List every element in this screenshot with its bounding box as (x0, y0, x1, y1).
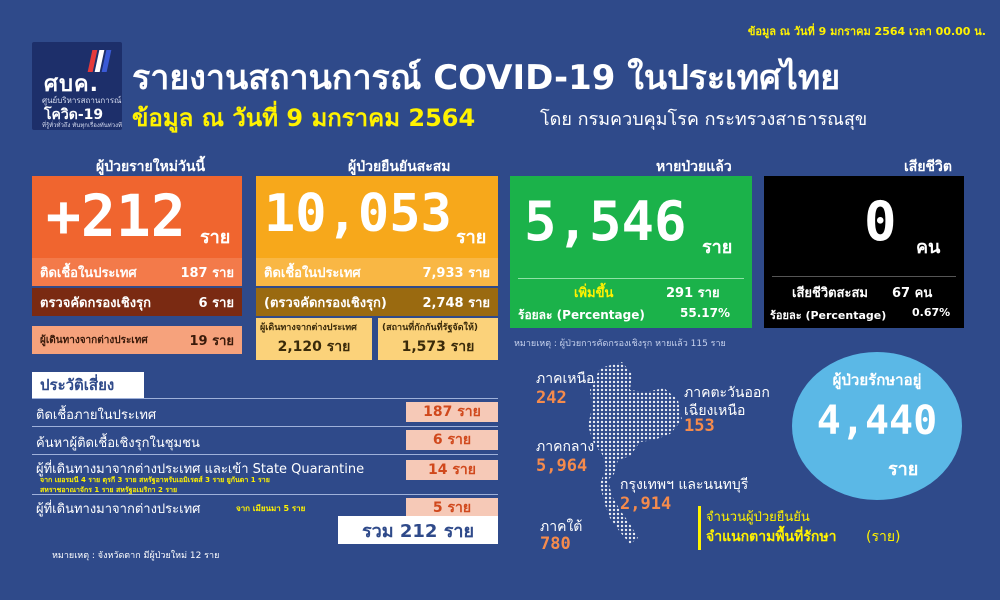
recovered-pct-label: ร้อยละ (Percentage) (518, 308, 645, 322)
risk-item-value: 6 ราย (406, 430, 498, 450)
recovered-increase-label: เพิ่มขึ้น (574, 286, 614, 301)
logo-tagline: ที่รู้ทั่วทั่วถึง ทันทุกเรื่องทันท่วงที (42, 122, 123, 129)
page-title: รายงานสถานการณ์ COVID-19 ในประเทศไทย (132, 58, 841, 98)
new-cases-row-value: 19 ราย (189, 333, 234, 349)
deaths-pct-label: ร้อยละ (Percentage) (770, 309, 887, 322)
recovered-unit: ราย (702, 237, 733, 258)
new-cases-row-value: 187 ราย (180, 265, 234, 281)
deaths-cum-label: เสียชีวิตสะสม (792, 286, 868, 301)
risk-total: รวม 212 ราย (338, 516, 498, 544)
cumulative-caption: ผู้ป่วยยืนยันสะสม (348, 159, 451, 175)
legend-bar (698, 506, 701, 550)
new-cases-caption: ผู้ป่วยรายใหม่วันนี้ (96, 159, 206, 175)
region-north-value: 242 (536, 388, 567, 408)
risk-divider (32, 426, 498, 427)
new-cases-row-active: ตรวจคัดกรองเชิงรุก 6 ราย (32, 288, 242, 316)
thailand-map-icon (588, 362, 682, 544)
cumulative-row-value: 7,933 ราย (422, 265, 490, 281)
deaths-value: 0 (864, 190, 897, 253)
recovered-pct-value: 55.17% (680, 306, 730, 320)
region-central-label: ภาคกลาง (536, 439, 595, 455)
region-northeast-label: เฉียงเหนือ (684, 403, 746, 419)
ccsa-logo: ศบค. ศูนย์บริหารสถานการณ์ โควิด-19 ที่รู… (32, 42, 122, 130)
hospital-unit: ราย (888, 459, 919, 480)
cumulative-sub-quarantine: (สถานที่กักกันที่รัฐจัดให้) 1,573 ราย (378, 318, 498, 360)
recovered-divider (518, 278, 744, 279)
cumulative-row-label: (ตรวจคัดกรองเชิงรุก) (264, 295, 387, 311)
risk-title: ประวัติเสี่ยง (32, 372, 144, 398)
cumulative-row-active: (ตรวจคัดกรองเชิงรุก) 2,748 ราย (256, 288, 498, 316)
risk-item-value: 14 ราย (406, 460, 498, 480)
new-cases-unit: ราย (200, 227, 231, 248)
new-cases-row-value: 6 ราย (198, 295, 234, 311)
risk-item-label: ค้นหาผู้ติดเชื้อเชิงรุกในชุมชน (36, 436, 200, 451)
cumulative-sub-label: (สถานที่กักกันที่รัฐจัดให้) (382, 323, 478, 333)
region-central-value: 5,964 (536, 456, 588, 476)
deaths-caption: เสียชีวิต (904, 159, 952, 175)
new-cases-row-domestic: ติดเชื้อในประเทศ 187 ราย (32, 258, 242, 286)
recovered-increase-value: 291 ราย (666, 286, 720, 301)
deaths-pct-value: 0.67% (912, 306, 951, 319)
new-cases-value: +212 (46, 182, 186, 250)
risk-item-label: ผู้ที่เดินทางมาจากต่างประเทศ (36, 502, 201, 517)
cumulative-sub-value: 1,573 ราย (401, 339, 475, 355)
logo-sub: ศูนย์บริหารสถานการณ์ (42, 96, 122, 105)
risk-divider (32, 494, 498, 495)
page-subtitle-date: ข้อมูล ณ วันที่ 9 มกราคม 2564 (132, 104, 476, 132)
hospital-value: 4,440 (816, 398, 938, 444)
deaths-cum-value: 67 คน (892, 286, 933, 301)
map-legend-unit: (ราย) (866, 529, 901, 545)
new-cases-row-label: ติดเชื้อในประเทศ (40, 265, 137, 281)
new-cases-row-label: ผู้เดินทางจากต่างประเทศ (40, 334, 148, 346)
hospital-circle: ผู้ป่วยรักษาอยู่ 4,440 ราย (792, 352, 962, 500)
cumulative-value: 10,053 (264, 184, 452, 244)
new-cases-row-abroad: ผู้เดินทางจากต่างประเทศ 19 ราย (32, 326, 242, 354)
cumulative-sub-value: 2,120 ราย (277, 339, 351, 355)
data-timestamp: ข้อมูล ณ วันที่ 9 มกราคม 2564 เวลา 00.00… (747, 25, 986, 38)
region-south-label: ภาคใต้ (540, 519, 583, 535)
map-legend-line1: จำนวนผู้ป่วยยืนยัน (706, 510, 810, 525)
recovered-value: 5,546 (524, 190, 687, 253)
deaths-card: 0 คน เสียชีวิตสะสม 67 คน ร้อยละ (Percent… (764, 176, 964, 328)
risk-item-label: ผู้ที่เดินทางมาจากต่างประเทศ และเข้า Sta… (36, 462, 365, 477)
region-north-label: ภาคเหนือ (536, 371, 595, 387)
cumulative-card: 10,053 ราย (256, 176, 498, 258)
cumulative-row-domestic: ติดเชื้อในประเทศ 7,933 ราย (256, 258, 498, 286)
new-cases-card: +212 ราย (32, 176, 242, 258)
risk-item-value: 5 ราย (406, 498, 498, 518)
logo-mark: ศบค. (44, 72, 100, 97)
risk-item-detail: จาก เยอรมนี 4 ราย ตุรกี 3 ราย สหรัฐอาหรั… (40, 476, 270, 484)
recovered-note: หมายเหตุ : ผู้ป่วยการคัดกรองเชิงรุก หายแ… (514, 339, 726, 349)
new-cases-row-label: ตรวจคัดกรองเชิงรุก (40, 295, 151, 311)
map-legend-line2: จำแนกตามพื้นที่รักษา (706, 529, 837, 545)
cumulative-sub-abroad: ผู้เดินทางจากต่างประเทศ 2,120 ราย (256, 318, 372, 360)
cumulative-row-label: ติดเชื้อในประเทศ (264, 265, 361, 281)
risk-divider (32, 398, 498, 399)
cumulative-row-value: 2,748 ราย (422, 295, 490, 311)
deaths-unit: คน (916, 237, 941, 258)
logo-sub2: โควิด-19 (44, 107, 104, 123)
risk-item-detail: จาก เมียนมา 5 ราย (236, 504, 306, 513)
cumulative-sub-label: ผู้เดินทางจากต่างประเทศ (260, 323, 357, 333)
region-bangkok-label: กรุงเทพฯ และนนทบุรี (620, 477, 749, 493)
hospital-caption: ผู้ป่วยรักษาอยู่ (832, 371, 922, 389)
region-northeast-value: 153 (684, 416, 715, 436)
risk-item-value: 187 ราย (406, 402, 498, 422)
cumulative-unit: ราย (456, 227, 487, 248)
risk-note: หมายเหตุ : จังหวัดตาก มีผู้ป่วยใหม่ 12 ร… (52, 551, 220, 561)
recovered-card: 5,546 ราย เพิ่มขึ้น 291 ราย ร้อยละ (Perc… (510, 176, 752, 328)
risk-item-label: ติดเชื้อภายในประเทศ (36, 408, 157, 423)
region-south-value: 780 (540, 534, 571, 554)
risk-item-detail: สหราชอาณาจักร 1 ราย สหรัฐอเมริกา 2 ราย (40, 486, 178, 494)
deaths-divider (772, 276, 956, 277)
recovered-caption: หายป่วยแล้ว (656, 159, 732, 175)
region-bangkok-value: 2,914 (620, 494, 672, 514)
page-subtitle-source: โดย กรมควบคุมโรค กระทรวงสาธารณสุข (540, 109, 868, 130)
region-northeast-label: ภาคตะวันออก (684, 385, 770, 401)
risk-divider (32, 454, 498, 455)
